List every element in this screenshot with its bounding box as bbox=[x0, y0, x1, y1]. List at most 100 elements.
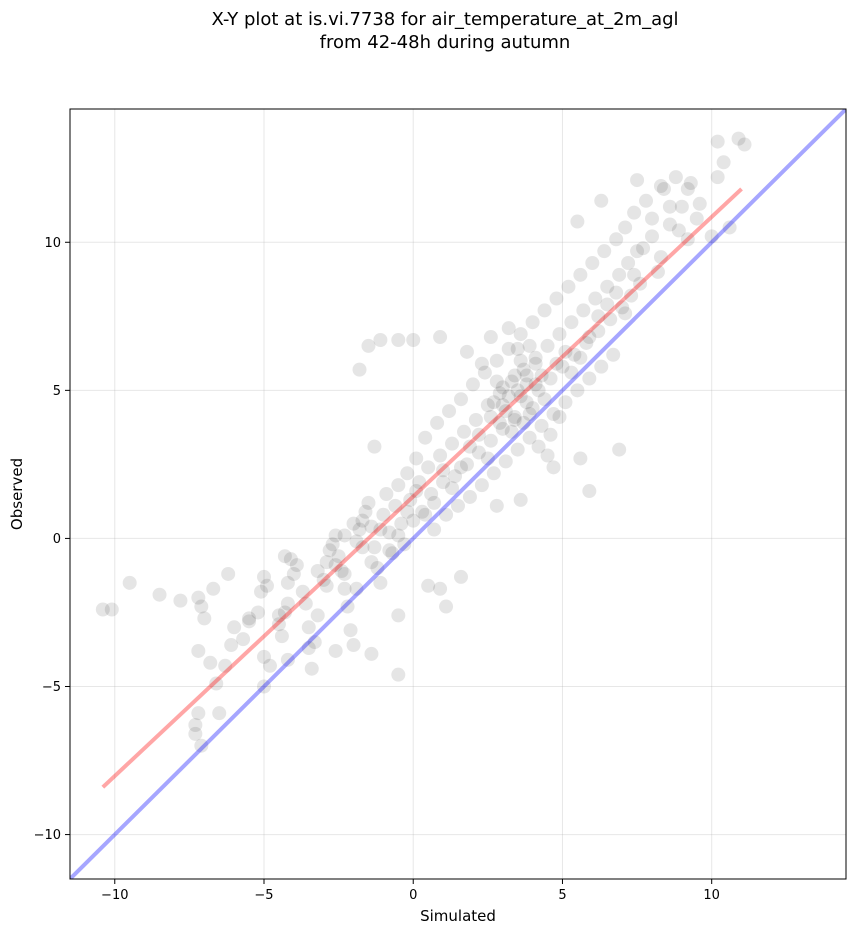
data-point bbox=[504, 424, 519, 439]
one-to-one-line bbox=[70, 109, 846, 879]
data-point bbox=[525, 401, 540, 416]
data-point bbox=[453, 392, 468, 407]
data-point bbox=[191, 643, 206, 658]
data-point bbox=[656, 181, 671, 196]
data-point bbox=[489, 353, 504, 368]
data-points bbox=[95, 131, 752, 753]
data-point bbox=[537, 392, 552, 407]
data-point bbox=[349, 534, 364, 549]
data-point bbox=[516, 415, 531, 430]
data-point bbox=[271, 617, 286, 632]
data-point bbox=[236, 632, 251, 647]
data-point bbox=[274, 629, 289, 644]
data-point bbox=[597, 244, 612, 259]
data-point bbox=[328, 643, 343, 658]
data-point bbox=[445, 481, 460, 496]
data-point bbox=[453, 569, 468, 584]
data-point bbox=[471, 445, 486, 460]
data-point bbox=[716, 155, 731, 170]
data-point bbox=[409, 484, 424, 499]
data-point bbox=[662, 217, 677, 232]
data-point bbox=[495, 421, 510, 436]
data-point bbox=[194, 599, 209, 614]
data-point bbox=[474, 356, 489, 371]
data-point bbox=[280, 652, 295, 667]
data-point bbox=[492, 415, 507, 430]
data-point bbox=[519, 368, 534, 383]
data-point bbox=[570, 383, 585, 398]
data-point bbox=[522, 407, 537, 422]
data-point bbox=[421, 578, 436, 593]
data-point bbox=[594, 193, 609, 208]
data-point bbox=[427, 522, 442, 537]
data-point bbox=[122, 575, 137, 590]
data-point bbox=[627, 267, 642, 282]
data-point bbox=[212, 706, 227, 721]
data-point bbox=[430, 415, 445, 430]
x-axis-label: Simulated bbox=[420, 907, 496, 925]
data-point bbox=[456, 424, 471, 439]
y-axis-label: Observed bbox=[8, 458, 26, 530]
data-point bbox=[489, 374, 504, 389]
data-point bbox=[280, 575, 295, 590]
data-point bbox=[280, 596, 295, 611]
data-point bbox=[388, 498, 403, 513]
data-point bbox=[510, 442, 525, 457]
data-point bbox=[173, 593, 188, 608]
data-point bbox=[468, 412, 483, 427]
data-point bbox=[286, 566, 301, 581]
data-point bbox=[271, 608, 286, 623]
data-point bbox=[534, 418, 549, 433]
data-point bbox=[403, 492, 418, 507]
data-point bbox=[424, 487, 439, 501]
data-point bbox=[382, 525, 397, 540]
x-tick-label: 10 bbox=[703, 888, 720, 903]
data-point bbox=[519, 395, 534, 410]
reference-lines bbox=[70, 109, 846, 879]
data-point bbox=[549, 291, 564, 306]
data-point bbox=[633, 276, 648, 291]
data-point bbox=[689, 211, 704, 226]
data-point bbox=[522, 430, 537, 445]
data-point bbox=[289, 558, 304, 573]
data-point bbox=[585, 256, 600, 270]
data-point bbox=[600, 297, 615, 312]
data-point bbox=[415, 504, 430, 519]
data-point bbox=[650, 264, 665, 279]
data-point bbox=[528, 377, 543, 392]
data-point bbox=[328, 558, 343, 573]
data-point bbox=[683, 176, 698, 191]
data-point bbox=[242, 611, 257, 626]
data-point bbox=[630, 173, 645, 188]
data-point bbox=[451, 498, 465, 513]
data-point bbox=[576, 303, 591, 318]
x-tick-label: −5 bbox=[254, 888, 273, 903]
data-point bbox=[594, 359, 609, 374]
data-point bbox=[495, 380, 510, 395]
data-point bbox=[486, 395, 501, 410]
data-point bbox=[546, 407, 561, 422]
data-point bbox=[483, 410, 498, 424]
data-point bbox=[483, 330, 498, 345]
data-point bbox=[516, 362, 531, 377]
data-point bbox=[477, 365, 492, 380]
data-point bbox=[328, 528, 343, 543]
data-point bbox=[307, 635, 322, 650]
data-point bbox=[188, 726, 203, 741]
data-point bbox=[367, 439, 382, 454]
data-point bbox=[349, 581, 364, 596]
y-axis-ticks: −10 −5 0 5 10 bbox=[34, 236, 70, 843]
data-point bbox=[218, 658, 233, 673]
data-point bbox=[492, 386, 507, 401]
data-point bbox=[546, 460, 561, 475]
data-point bbox=[436, 475, 451, 490]
data-point bbox=[400, 504, 415, 519]
data-point bbox=[710, 134, 725, 149]
data-point bbox=[391, 478, 406, 493]
data-point bbox=[397, 537, 412, 552]
data-point bbox=[561, 279, 576, 294]
data-point bbox=[373, 575, 388, 590]
data-point bbox=[680, 232, 695, 247]
data-point bbox=[418, 430, 433, 445]
